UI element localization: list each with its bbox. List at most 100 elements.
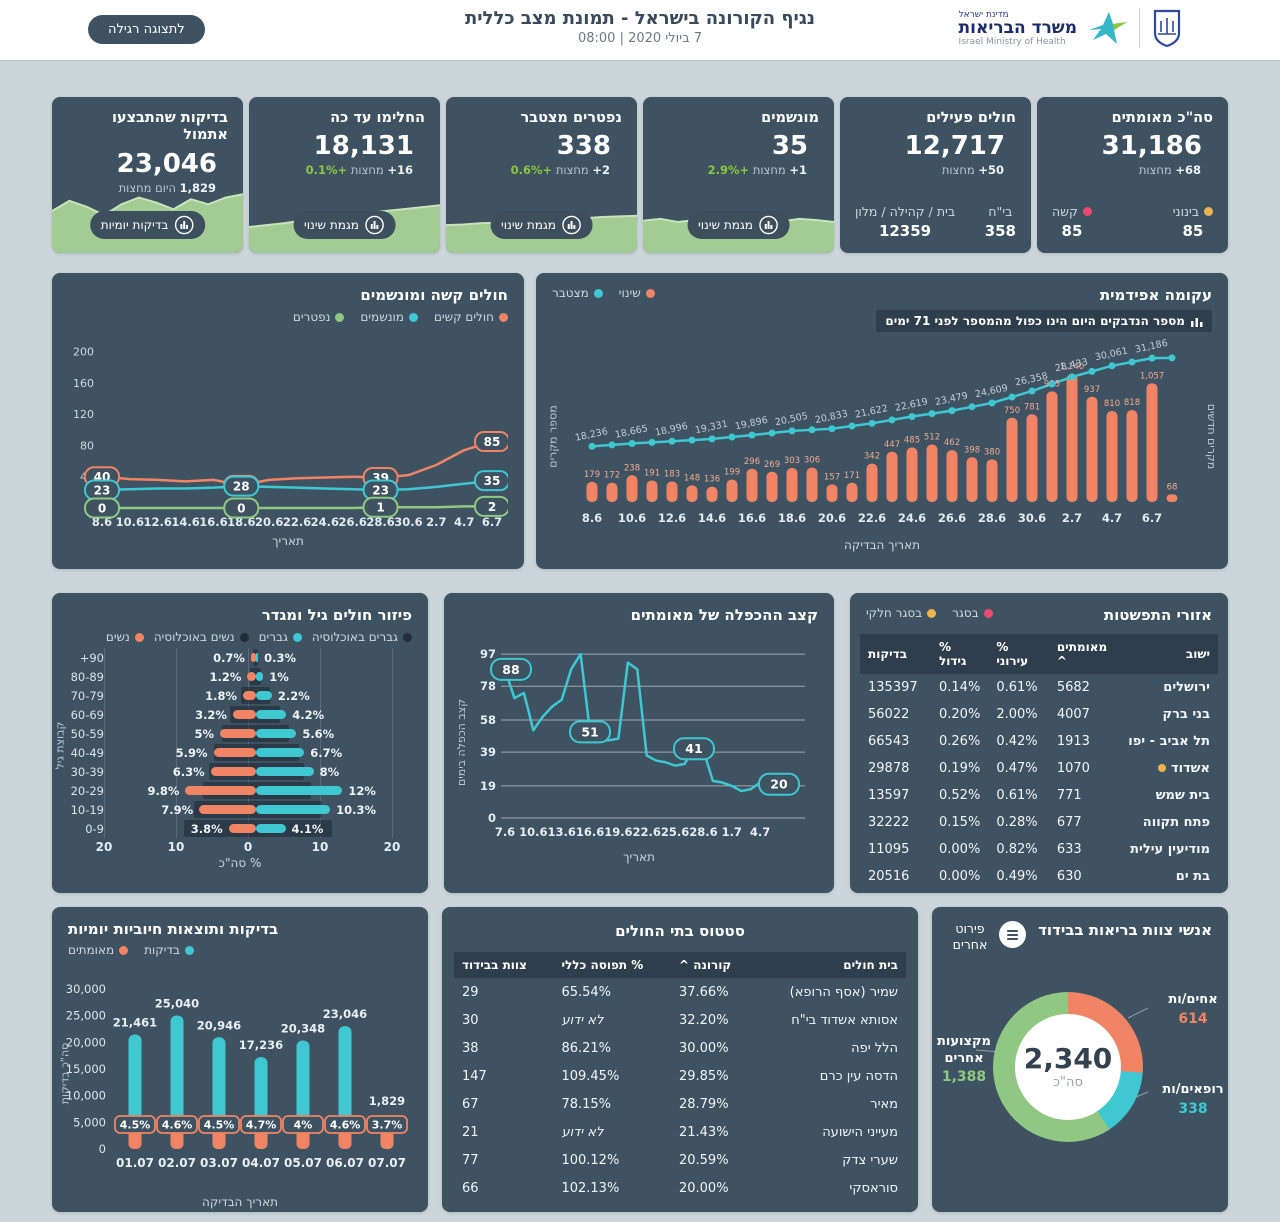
svg-text:30,061: 30,061 bbox=[1094, 346, 1129, 364]
legend-dot bbox=[983, 608, 993, 618]
svg-text:4.6%: 4.6% bbox=[330, 1119, 361, 1132]
svg-text:23,479: 23,479 bbox=[934, 390, 969, 408]
svg-text:22,619: 22,619 bbox=[894, 396, 929, 414]
kpi-value: 35 bbox=[771, 131, 808, 162]
pyramid-gridline bbox=[248, 648, 249, 838]
svg-text:23: 23 bbox=[94, 484, 111, 498]
svg-text:4.7: 4.7 bbox=[454, 515, 474, 529]
svg-text:15,000: 15,000 bbox=[66, 1062, 106, 1076]
partial-lockdown-dot bbox=[1157, 764, 1166, 772]
spread-cell-confirmed: 1070 bbox=[1056, 761, 1090, 776]
hospital-staff-isolated: 147 bbox=[462, 1068, 487, 1084]
donut-segment-label-0: אחים/ות 614 bbox=[1160, 992, 1226, 1028]
svg-text:21,622: 21,622 bbox=[854, 403, 889, 421]
spread-cell-confirmed: 633 bbox=[1056, 842, 1082, 857]
segment-value: 338 bbox=[1178, 1100, 1208, 1117]
svg-text:296: 296 bbox=[744, 457, 760, 467]
spread-cell-growth: 0.14% bbox=[939, 680, 981, 695]
legend-dot bbox=[119, 945, 129, 955]
hospital-row-4: מאיר 28.79% 78.15% 67 bbox=[454, 1090, 906, 1118]
hospital-row-2: הלל יפה 30.00% 86.21% 38 bbox=[454, 1034, 906, 1062]
spread-cell-confirmed: 4007 bbox=[1056, 707, 1090, 722]
others-detail-button[interactable]: פירוט אחרים bbox=[952, 921, 988, 952]
kpi-card-4: החלימו עד כה 18,131 16+ מחצות +0.1% מגמת שי… bbox=[249, 97, 440, 253]
pyramid-row-plot: 1.2% 1% bbox=[112, 667, 400, 686]
city-name: פתח תקווה bbox=[1142, 815, 1210, 830]
men-bar bbox=[256, 767, 314, 776]
hamburger-menu-icon[interactable] bbox=[999, 921, 1026, 948]
city-name: בת ים bbox=[1175, 869, 1210, 884]
svg-text:10.6: 10.6 bbox=[519, 825, 547, 839]
svg-text:148: 148 bbox=[684, 473, 700, 483]
svg-text:0: 0 bbox=[99, 1142, 106, 1156]
kpi-substat-label: בי"ח bbox=[988, 204, 1013, 219]
spread-col-0: ישוב bbox=[1115, 634, 1218, 674]
spread-row-5: פתח תקווה 677 0.28% 0.15% 32222 bbox=[860, 809, 1218, 836]
trend-chart-icon bbox=[175, 215, 194, 235]
kpi-row: סה"כ מאומתים 31,186 68+ מחצות בינוני 85 קשה 8… bbox=[52, 97, 1228, 253]
hospital-corona-pct: 20.59% bbox=[678, 1152, 729, 1168]
kpi-value: 338 bbox=[556, 131, 611, 162]
pyramid-xlabel: % סה"כ bbox=[218, 856, 262, 870]
pyramid-row-plot: 6.3% 8% bbox=[112, 762, 400, 781]
svg-text:28.6: 28.6 bbox=[978, 511, 1006, 525]
women-bar bbox=[213, 748, 256, 757]
women-value-label: 9.8% bbox=[147, 784, 180, 798]
women-value-label: 3.2% bbox=[195, 708, 227, 722]
age-group-label: 30-39 bbox=[70, 764, 104, 779]
normal-view-button[interactable]: לתצוגה רגילה bbox=[88, 15, 205, 44]
women-bar bbox=[185, 786, 256, 795]
staff-donut-title: אנשי צוות בריאות בבידוד bbox=[1038, 921, 1212, 939]
trend-change-button[interactable]: מגמת שינוי bbox=[490, 211, 593, 239]
svg-text:6.7: 6.7 bbox=[482, 515, 502, 529]
trend-change-button[interactable]: מגמת שינוי bbox=[293, 211, 396, 239]
spread-cell-tests: 29878 bbox=[868, 761, 910, 776]
hospital-name: אסותא אשדוד בי"ח bbox=[791, 1012, 898, 1028]
svg-text:172: 172 bbox=[604, 471, 620, 481]
epidemic-ylabel-right: מקרים חדשים bbox=[1204, 403, 1218, 470]
ministry-logo: מדינת ישראל משרד הבריאות Israel Ministry… bbox=[959, 8, 1184, 48]
hospital-row-1: אסותא אשדוד בי"ח 32.20% לא ידוע 30 bbox=[454, 1006, 906, 1034]
women-value-label: 1.8% bbox=[205, 689, 238, 703]
hospitals-col-1[interactable]: קורונה ^ bbox=[670, 952, 762, 978]
hospital-name: מעייני הישועה bbox=[822, 1124, 898, 1140]
hospital-occupancy-pct: 78.15% bbox=[561, 1096, 612, 1112]
svg-text:200: 200 bbox=[73, 346, 94, 359]
trend-chart-icon bbox=[562, 215, 582, 235]
status-dot bbox=[1082, 207, 1092, 216]
hospital-corona-pct: 30.00% bbox=[678, 1040, 729, 1056]
spread-cell-urban: 0.61% bbox=[996, 680, 1038, 695]
kpi-value: 31,186 bbox=[1101, 131, 1202, 162]
doubling-chart-canvas: 97 78 58 39 19 0 88 51 41 20 7.6 10.6 13.6 16.6 19.6 22… bbox=[480, 647, 805, 839]
svg-text:26.6: 26.6 bbox=[938, 511, 966, 525]
spread-cell-confirmed: 630 bbox=[1056, 869, 1082, 884]
kpi-change: 16+ מחצות +0.1% bbox=[305, 163, 413, 178]
age-gender-card: פיזור חולים גיל ומגדר גברים באוכלוסיה גבר… bbox=[52, 593, 428, 893]
women-value-label: 5% bbox=[194, 727, 214, 741]
kpi-card-0: סה"כ מאומתים 31,186 68+ מחצות בינוני 85 קשה 8… bbox=[1037, 97, 1228, 253]
daily-tests-button[interactable]: בדיקות יומיות bbox=[89, 211, 206, 239]
svg-text:23,046: 23,046 bbox=[323, 1007, 367, 1021]
pyramid-row: +90 0.7% 0.3% bbox=[58, 648, 418, 667]
spread-cell-confirmed: 1913 bbox=[1056, 734, 1090, 749]
men-bar bbox=[256, 786, 343, 795]
svg-text:20,946: 20,946 bbox=[197, 1018, 241, 1032]
legend-dot bbox=[593, 288, 603, 298]
svg-text:35: 35 bbox=[484, 474, 501, 488]
women-value-label: 5.9% bbox=[175, 746, 208, 760]
svg-text:20,505: 20,505 bbox=[774, 411, 809, 429]
hospital-staff-isolated: 67 bbox=[462, 1096, 479, 1112]
men-value-label: 4.1% bbox=[291, 822, 324, 836]
svg-text:25.6: 25.6 bbox=[661, 825, 689, 839]
hospital-occupancy-pct: לא ידוע bbox=[561, 1012, 604, 1028]
pyramid-gridline bbox=[104, 648, 105, 838]
svg-text:19,331: 19,331 bbox=[694, 419, 729, 437]
trend-change-button[interactable]: מגמת שינוי bbox=[687, 211, 790, 239]
spread-cell-growth: 0.26% bbox=[939, 734, 981, 749]
hospital-row-7: סוראסקי 20.00% 102.13% 66 bbox=[454, 1174, 906, 1202]
pyramid-chart-title: פיזור חולים גיל ומגדר bbox=[261, 606, 412, 624]
pyramid-row-plot: 0.7% 0.3% bbox=[112, 648, 400, 667]
severe-xlabel: תאריך bbox=[272, 534, 304, 548]
legend-dot bbox=[335, 312, 345, 322]
spread-col-1[interactable]: מאומתים ^ bbox=[1048, 634, 1116, 674]
